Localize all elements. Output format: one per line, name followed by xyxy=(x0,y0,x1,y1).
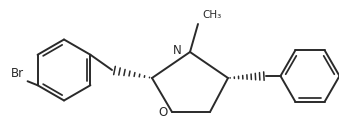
Text: O: O xyxy=(158,107,167,120)
Text: N: N xyxy=(173,45,181,58)
Text: Br: Br xyxy=(11,67,24,80)
Text: CH₃: CH₃ xyxy=(202,10,221,20)
